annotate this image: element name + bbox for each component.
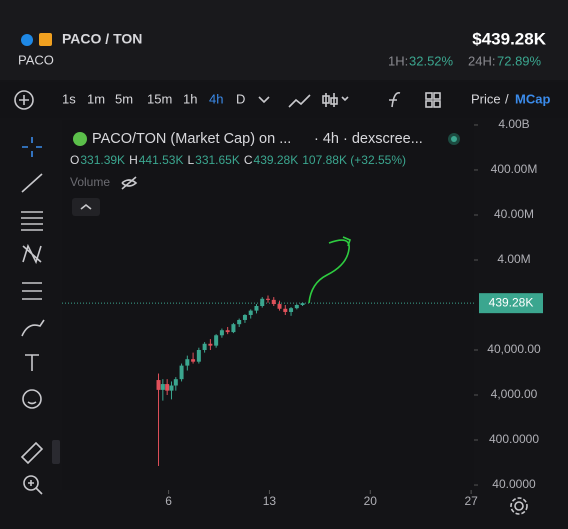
interval[interactable]: 15m bbox=[147, 91, 172, 106]
x-tick-label: 6 bbox=[165, 494, 172, 508]
interval[interactable]: 1m bbox=[87, 91, 105, 106]
interval[interactable]: 5m bbox=[115, 91, 133, 106]
status-dot bbox=[451, 136, 457, 142]
legend-subtitle: · 4h · dexscree... bbox=[314, 131, 423, 147]
ton-icon bbox=[21, 34, 33, 46]
price-toggle[interactable]: Price bbox=[471, 91, 501, 106]
ohlc-value: 441.53K bbox=[139, 153, 184, 167]
y-tick-label: 400.00M bbox=[491, 162, 538, 176]
header-bg bbox=[0, 0, 568, 80]
candle-body bbox=[248, 310, 253, 315]
toolbar-icons bbox=[14, 90, 441, 110]
y-tick-label: 4,000.00 bbox=[491, 387, 538, 401]
ohlc-line: O 331.39K H 441.53K L 331.65K C 439.28K 107.88K … bbox=[70, 153, 406, 167]
interval-group: 1s 1m 5m 15m 1h 4h D bbox=[62, 91, 245, 106]
candle-body bbox=[289, 308, 294, 312]
y-tick-label: 40.0000 bbox=[492, 477, 536, 491]
candle-body bbox=[277, 304, 282, 309]
ohlc-key: O bbox=[70, 153, 79, 167]
x-tick-label: 20 bbox=[364, 494, 378, 508]
candle-body bbox=[300, 303, 305, 305]
pair: PACO / TON bbox=[62, 31, 142, 47]
legend-title: PACO/TON (Market Cap) on ... bbox=[92, 131, 291, 147]
ohlc-key: L bbox=[187, 153, 194, 167]
ohlc-value: 331.65K bbox=[195, 153, 240, 167]
ohlc-change: 107.88K (+32.55%) bbox=[302, 153, 406, 167]
ohlc-key: H bbox=[129, 153, 138, 167]
label-1h: 1H: bbox=[388, 53, 408, 68]
drawing-tools bbox=[20, 137, 45, 495]
settings-icon[interactable] bbox=[510, 497, 528, 515]
change-24h: 72.89% bbox=[497, 53, 542, 68]
price-tag-label: 439.28K bbox=[489, 295, 534, 309]
candle-body bbox=[165, 384, 170, 391]
candle-body bbox=[242, 314, 247, 320]
price-toggle-sep: / bbox=[505, 91, 509, 106]
ohlc-value: 331.39K bbox=[80, 153, 125, 167]
y-tick-label: 400.0000 bbox=[489, 432, 539, 446]
interval[interactable]: 1h bbox=[183, 91, 197, 106]
token: PACO bbox=[18, 52, 54, 67]
y-tick-label: 4.00M bbox=[497, 252, 530, 266]
candle-body bbox=[173, 379, 178, 386]
eye-off-icon[interactable] bbox=[121, 176, 138, 190]
collapse-handle[interactable] bbox=[52, 440, 60, 464]
volume-label: Volume bbox=[70, 175, 110, 189]
chevron bbox=[80, 203, 92, 210]
label-24h: 24H: bbox=[468, 53, 495, 68]
candle-body bbox=[260, 298, 265, 307]
candle-body bbox=[179, 365, 184, 380]
candle-body bbox=[266, 298, 270, 300]
candle-body bbox=[254, 306, 259, 311]
toolbar-bg bbox=[0, 82, 568, 118]
y-tick-label: 4.00B bbox=[498, 117, 529, 131]
interval[interactable]: D bbox=[236, 91, 245, 106]
candle-body bbox=[294, 304, 299, 309]
candle-body bbox=[219, 330, 224, 336]
y-tick-label: 40,000.00 bbox=[487, 342, 541, 356]
candle-body bbox=[169, 385, 174, 391]
candle-body bbox=[214, 335, 219, 346]
candle-body bbox=[271, 299, 276, 305]
token-icon bbox=[39, 33, 52, 46]
mcap-toggle[interactable]: MCap bbox=[515, 91, 550, 106]
interval[interactable]: 4h bbox=[209, 91, 223, 106]
pair-icon bbox=[73, 132, 87, 146]
price-tag bbox=[479, 293, 543, 314]
y-tick-label: 40.00M bbox=[494, 207, 534, 221]
collapse-button[interactable] bbox=[72, 198, 100, 216]
price: $439.28K bbox=[472, 29, 546, 48]
interval[interactable]: 1s bbox=[62, 91, 76, 106]
x-tick-label: 27 bbox=[464, 494, 478, 508]
candle-body bbox=[191, 359, 196, 362]
hand-arrow bbox=[308, 236, 351, 304]
plot-bg bbox=[62, 120, 474, 490]
candle-body bbox=[237, 319, 242, 325]
ohlc-key: C bbox=[244, 153, 253, 167]
candle-body bbox=[283, 308, 288, 312]
candle-body bbox=[160, 384, 165, 390]
candle-body bbox=[185, 359, 190, 366]
candle-body bbox=[196, 350, 201, 362]
candle-body bbox=[156, 380, 161, 390]
x-tick-label: 13 bbox=[263, 494, 277, 508]
candle-body bbox=[208, 343, 213, 346]
ohlc-value: 439.28K bbox=[254, 153, 299, 167]
candle-body bbox=[231, 324, 236, 333]
candle-body bbox=[202, 343, 207, 351]
candle-body bbox=[225, 330, 230, 333]
change-1h: 32.52% bbox=[409, 53, 454, 68]
